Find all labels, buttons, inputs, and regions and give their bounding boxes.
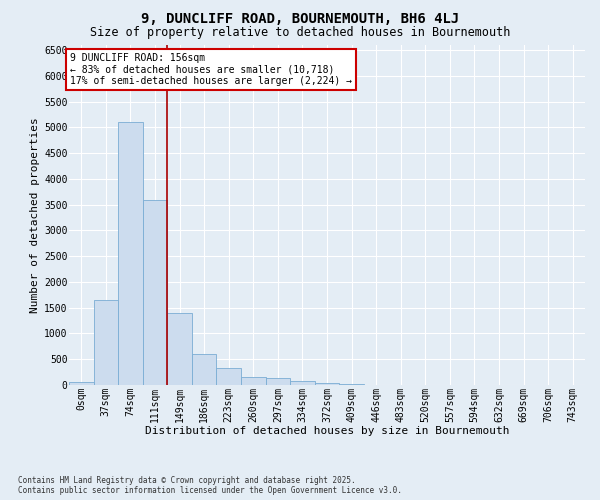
- Y-axis label: Number of detached properties: Number of detached properties: [30, 117, 40, 313]
- Text: 9 DUNCLIFF ROAD: 156sqm
← 83% of detached houses are smaller (10,718)
17% of sem: 9 DUNCLIFF ROAD: 156sqm ← 83% of detache…: [70, 52, 352, 86]
- Bar: [143, 200, 167, 385]
- Bar: [241, 377, 266, 385]
- Text: Contains HM Land Registry data © Crown copyright and database right 2025.
Contai: Contains HM Land Registry data © Crown c…: [18, 476, 402, 495]
- Bar: [192, 354, 217, 385]
- Bar: [217, 368, 241, 385]
- Bar: [94, 300, 118, 385]
- Bar: [118, 122, 143, 385]
- X-axis label: Distribution of detached houses by size in Bournemouth: Distribution of detached houses by size …: [145, 426, 509, 436]
- Bar: [339, 384, 364, 385]
- Bar: [266, 378, 290, 385]
- Text: 9, DUNCLIFF ROAD, BOURNEMOUTH, BH6 4LJ: 9, DUNCLIFF ROAD, BOURNEMOUTH, BH6 4LJ: [141, 12, 459, 26]
- Text: Size of property relative to detached houses in Bournemouth: Size of property relative to detached ho…: [90, 26, 510, 39]
- Bar: [290, 381, 315, 385]
- Bar: [167, 313, 192, 385]
- Bar: [69, 382, 94, 385]
- Bar: [315, 383, 339, 385]
